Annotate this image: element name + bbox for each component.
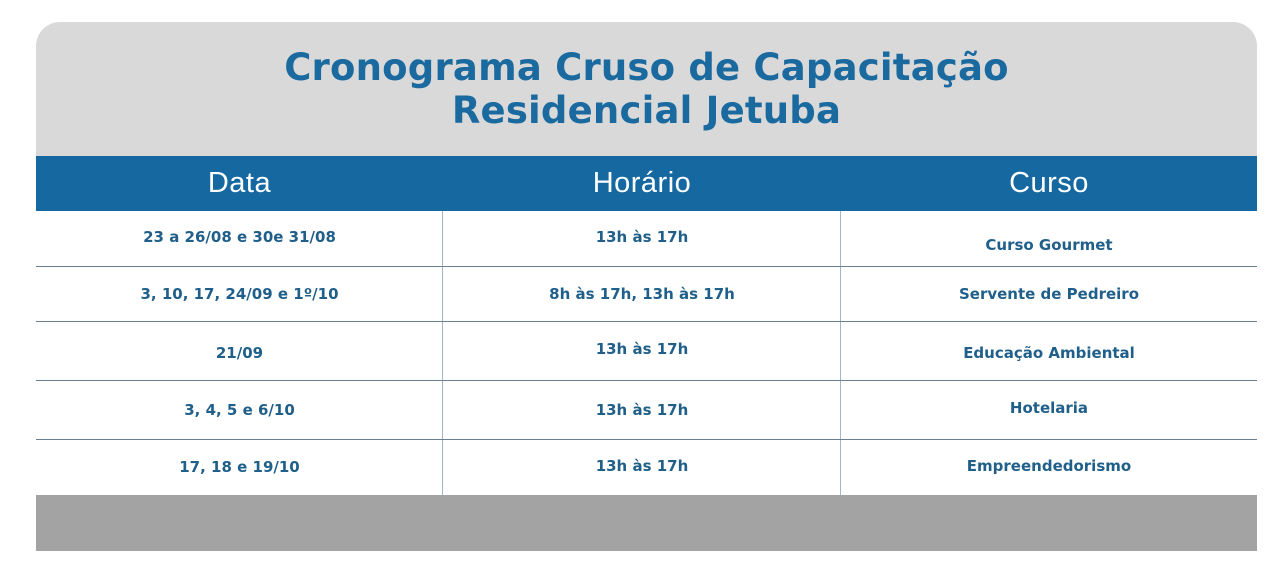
cell-curso: Servente de Pedreiro — [958, 284, 1140, 303]
title-line-1: Cronograma Cruso de Capacitação — [284, 46, 1009, 89]
cell-curso: Educação Ambiental — [963, 343, 1135, 362]
cell-horario: 13h às 17h — [595, 227, 689, 246]
column-divider — [840, 211, 841, 495]
table-row: 3, 10, 17, 24/09 e 1º/10 8h às 17h, 13h … — [36, 266, 1257, 322]
cell-curso: Curso Gourmet — [985, 235, 1113, 254]
cell-data: 23 a 26/08 e 30e 31/08 — [143, 227, 336, 246]
header-curso: Curso — [1009, 167, 1089, 199]
cell-horario: 8h às 17h, 13h às 17h — [549, 284, 735, 303]
table-row: 23 a 26/08 e 30e 31/08 13h às 17h Curso … — [36, 211, 1257, 267]
table-row: 17, 18 e 19/10 13h às 17h Empreendedoris… — [36, 439, 1257, 495]
cell-data: 21/09 — [215, 343, 264, 362]
cell-data: 3, 4, 5 e 6/10 — [184, 400, 295, 419]
header-horario: Horário — [592, 167, 692, 199]
table-row: 21/09 13h às 17h Educação Ambiental — [36, 321, 1257, 381]
cell-horario: 13h às 17h — [595, 457, 689, 475]
cell-curso: Empreendedorismo — [966, 457, 1132, 475]
footer-bar — [36, 495, 1257, 551]
table-body: 23 a 26/08 e 30e 31/08 13h às 17h Curso … — [36, 211, 1257, 495]
table-row: 3, 4, 5 e 6/10 13h às 17h Hotelaria — [36, 380, 1257, 440]
cell-horario: 13h às 17h — [595, 400, 689, 419]
cell-data: 17, 18 e 19/10 — [179, 458, 300, 476]
title-line-2: Residencial Jetuba — [451, 89, 842, 132]
cell-curso: Hotelaria — [1009, 398, 1089, 417]
cell-horario: 13h às 17h — [595, 339, 689, 358]
column-divider — [442, 211, 443, 495]
title-area: Cronograma Cruso de Capacitação Residenc… — [36, 22, 1257, 156]
table-header-row: Data Horário Curso — [36, 156, 1257, 211]
schedule-card: Cronograma Cruso de Capacitação Residenc… — [36, 22, 1257, 551]
cell-data: 3, 10, 17, 24/09 e 1º/10 — [140, 284, 339, 303]
header-data: Data — [207, 167, 272, 199]
